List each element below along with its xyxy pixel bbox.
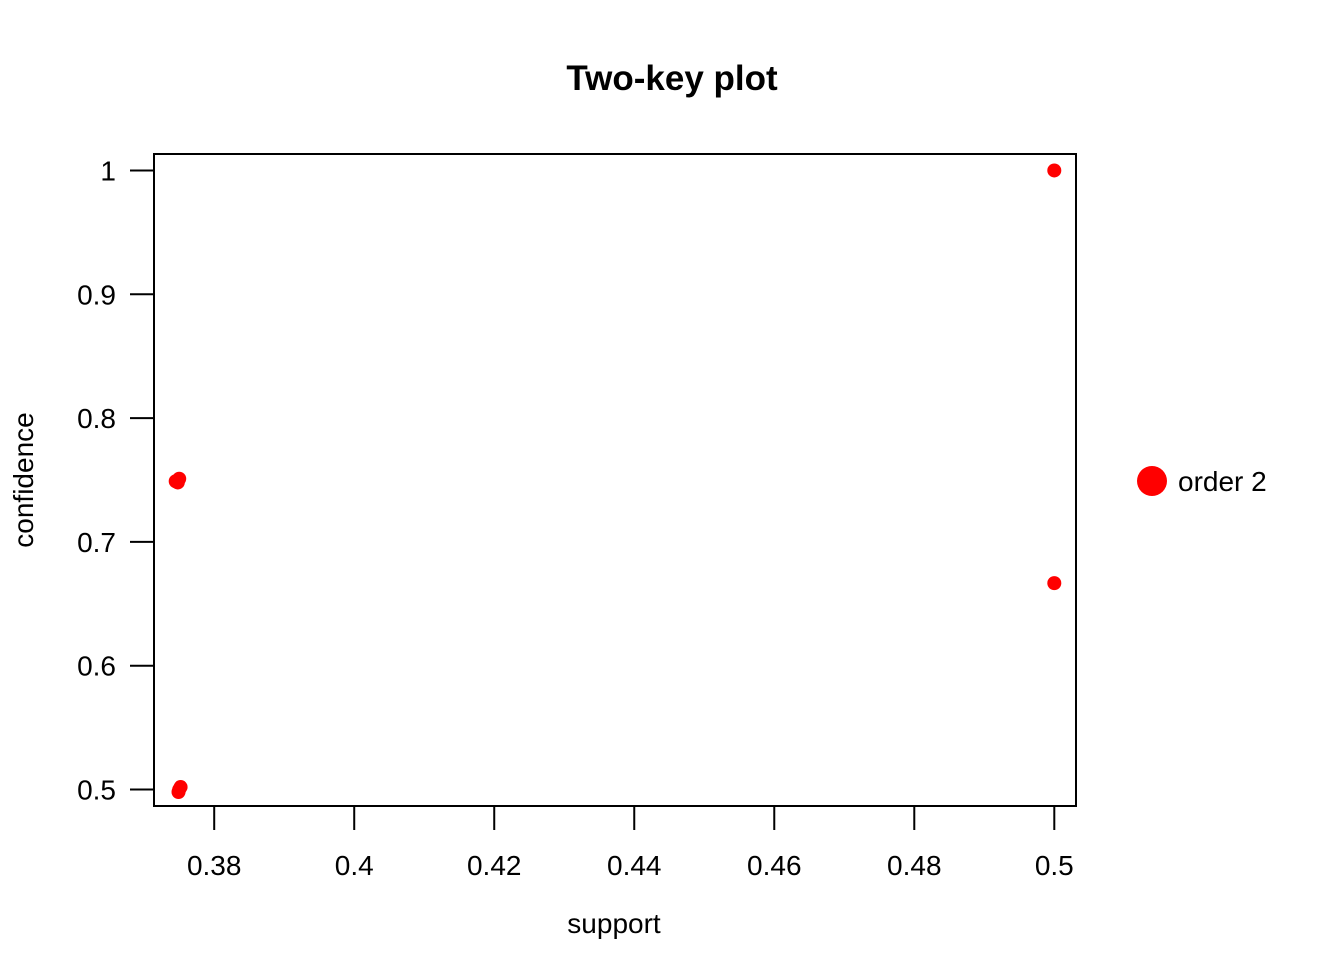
y-tick-label: 0.5 [77,775,116,806]
y-axis-label: confidence [8,412,39,547]
plot-frame [153,153,1077,807]
data-point [1047,163,1062,178]
x-tick-label: 0.42 [467,850,522,881]
x-tick-label: 0.38 [187,850,242,881]
x-axis-label: support [567,908,661,939]
x-tick-label: 0.4 [335,850,374,881]
data-point [170,475,185,490]
y-tick-label: 0.8 [77,403,116,434]
legend-marker-order-2 [1137,466,1167,496]
y-tick-label: 1 [100,155,116,186]
data-points [168,163,1062,800]
x-tick-label: 0.46 [747,850,802,881]
legend: order 2 [1137,466,1267,497]
y-tick-label: 0.6 [77,651,116,682]
x-tick-label: 0.44 [607,850,662,881]
y-axis: 0.5 0.6 0.7 0.8 0.9 1 [77,155,155,806]
data-point [1047,576,1062,591]
chart-title: Two-key plot [566,59,778,98]
x-tick-label: 0.5 [1035,850,1074,881]
x-tick-label: 0.48 [887,850,942,881]
y-tick-label: 0.7 [77,527,116,558]
x-axis: 0.38 0.4 0.42 0.44 0.46 0.48 0.5 [187,805,1074,881]
data-point [171,785,186,800]
y-tick-label: 0.9 [77,279,116,310]
legend-label-order-2: order 2 [1178,466,1267,497]
